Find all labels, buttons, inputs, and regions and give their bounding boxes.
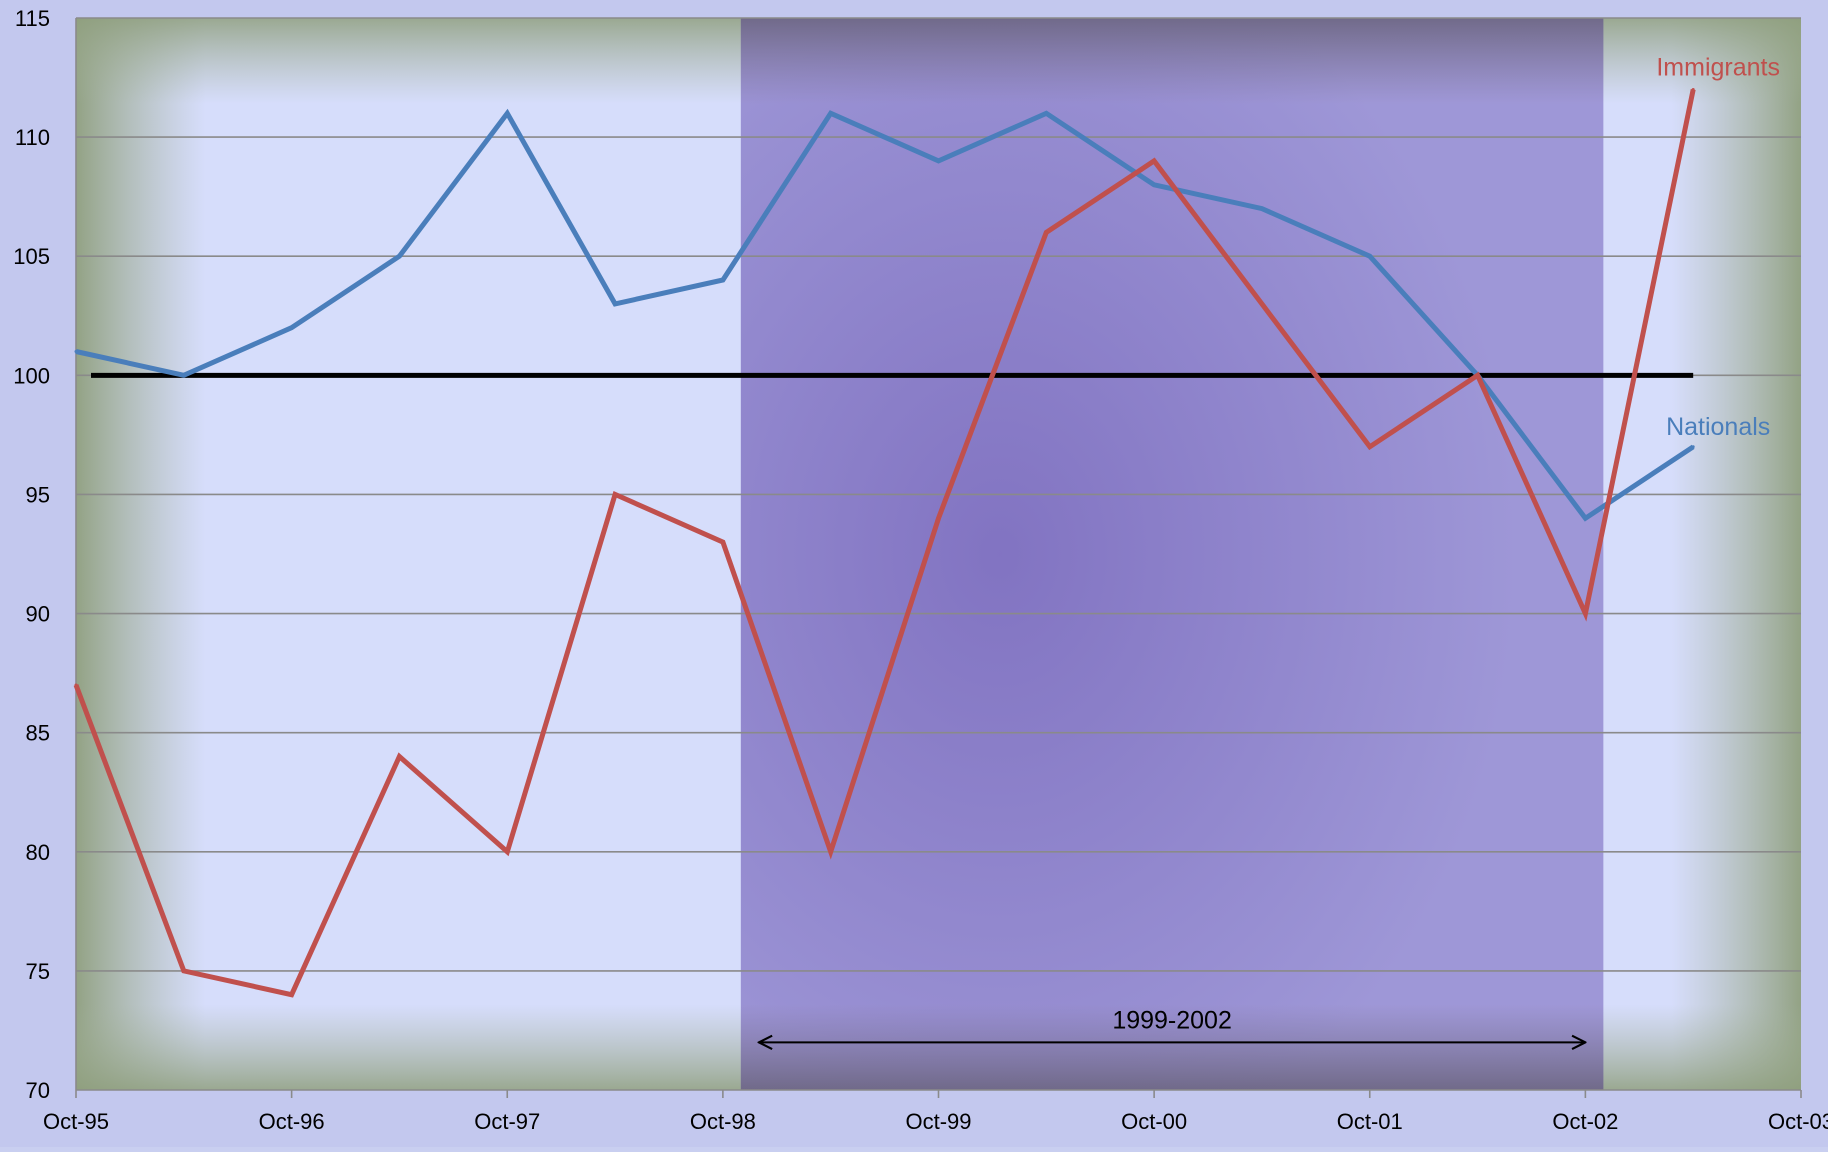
data-point-immigrants	[182, 969, 186, 973]
data-point-immigrants	[937, 516, 940, 520]
x-tick-label: Oct-95	[43, 1109, 109, 1134]
data-point-nationals	[1044, 111, 1048, 115]
data-point-nationals	[397, 254, 401, 258]
series-layer	[73, 87, 1696, 998]
x-tick-label: Oct-01	[1337, 1109, 1403, 1134]
axes: 70 75 80 85 90 95 100 105 110 115 Oct-95 Oct-96 Oct-…	[13, 6, 1828, 1134]
x-tick-label: Oct-96	[259, 1109, 325, 1134]
series-label-nationals: Nationals	[1666, 413, 1770, 441]
data-point-immigrants	[1260, 302, 1264, 306]
shaded-period-edge	[740, 18, 1604, 1090]
data-point-immigrants	[721, 540, 725, 544]
data-point-immigrants	[290, 993, 294, 997]
data-point-nationals	[721, 278, 725, 282]
shaded-period	[740, 18, 1604, 1090]
data-point-nationals	[505, 111, 509, 115]
x-tick-label: Oct-99	[905, 1109, 971, 1134]
x-tick-label: Oct-02	[1552, 1109, 1618, 1134]
series-immigrants	[73, 87, 1696, 998]
data-point-nationals	[290, 326, 294, 330]
data-point-nationals	[74, 350, 78, 354]
data-point-nationals	[937, 159, 940, 163]
data-point-immigrants	[1152, 159, 1156, 163]
data-point-immigrants	[1691, 87, 1695, 91]
data-point-nationals	[1152, 183, 1156, 187]
data-point-immigrants	[1583, 612, 1587, 616]
y-tick-label: 90	[26, 602, 50, 627]
data-point-nationals	[1260, 207, 1264, 211]
period-annotation: 1999-2002	[759, 1006, 1586, 1042]
y-tick-label: 115	[15, 6, 50, 31]
y-tick-label: 85	[26, 721, 50, 746]
x-tick-label: Oct-00	[1121, 1109, 1187, 1134]
annotation-label: 1999-2002	[1112, 1006, 1232, 1034]
x-tick-label: Oct-03	[1768, 1109, 1828, 1134]
data-point-immigrants	[397, 754, 401, 758]
data-point-immigrants	[74, 683, 78, 687]
series-label-immigrants: Immigrants	[1656, 53, 1780, 81]
data-point-immigrants	[829, 850, 833, 854]
data-point-immigrants	[1476, 373, 1480, 377]
y-tick-label: 110	[15, 125, 50, 150]
y-tick-label: 80	[26, 840, 50, 865]
y-tick-label: 95	[26, 482, 50, 507]
x-tick-label: Oct-97	[474, 1109, 540, 1134]
data-point-nationals	[1583, 516, 1587, 520]
y-tick-label: 70	[26, 1078, 50, 1103]
data-point-nationals	[829, 111, 833, 115]
data-point-immigrants	[1368, 445, 1372, 449]
y-tick-label: 75	[26, 959, 50, 984]
data-point-immigrants	[1044, 230, 1048, 234]
series-line-nationals	[75, 108, 1695, 522]
data-point-nationals	[1691, 445, 1695, 449]
data-point-nationals	[1368, 254, 1372, 258]
data-point-immigrants	[505, 850, 509, 854]
y-tick-label: 105	[13, 244, 50, 269]
data-point-nationals	[613, 302, 617, 306]
x-tick-label: Oct-98	[690, 1109, 756, 1134]
series-labels: Nationals Immigrants	[1656, 53, 1780, 440]
series-line-immigrants	[73, 88, 1696, 998]
y-tick-label: 100	[13, 363, 50, 388]
data-point-immigrants	[613, 492, 617, 496]
data-point-nationals	[182, 373, 186, 377]
